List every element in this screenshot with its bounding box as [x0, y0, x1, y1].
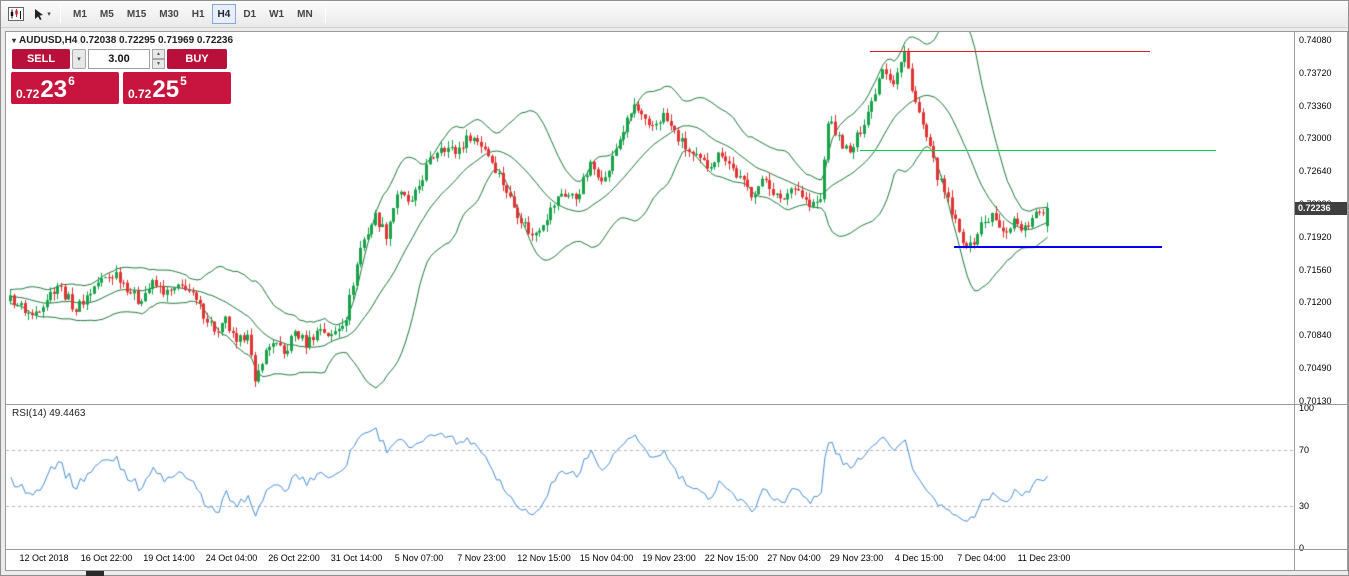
ask-prefix: 0.72 [128, 87, 152, 101]
bid-prefix: 0.72 [16, 87, 40, 101]
time-axis-label: 15 Nov 04:00 [579, 553, 634, 563]
price-axis-label: 0.71200 [1299, 297, 1332, 308]
time-axis-label: 19 Nov 23:00 [642, 553, 696, 563]
current-price-tag: 0.72236 [1295, 201, 1347, 215]
rsi-indicator-label: RSI(14) 49.4463 [12, 408, 86, 419]
buy-button[interactable]: BUY [167, 49, 227, 69]
volume-down-button[interactable]: ▼ [152, 59, 165, 69]
rsi-axis-label: 30 [1299, 501, 1310, 511]
one-click-collapse-icon[interactable]: ▾ [12, 36, 17, 45]
panel-divider[interactable] [6, 404, 1347, 405]
time-axis-divider [6, 549, 1347, 550]
ask-pipette: 5 [180, 74, 187, 88]
time-axis-label: 12 Oct 2018 [19, 553, 69, 563]
chart-canvas[interactable] [6, 32, 1347, 570]
ask-price-display[interactable]: 0.72 25 5 [123, 72, 231, 104]
volume-input[interactable]: 3.00 [88, 49, 150, 69]
sell-button[interactable]: SELL [12, 49, 70, 69]
toolbar-separator [60, 5, 61, 23]
time-axis-label: 4 Dec 15:00 [894, 553, 944, 563]
time-axis-label: 31 Oct 14:00 [330, 553, 383, 563]
candlestick-chart-icon [8, 7, 24, 21]
chart-icon-button[interactable] [4, 3, 28, 25]
time-axis-label: 24 Oct 04:00 [205, 553, 258, 563]
ohlc-readout: ▾ AUDUSD,H4 0.72038 0.72295 0.71969 0.72… [12, 35, 233, 46]
timeframe-H1[interactable]: H1 [186, 4, 211, 24]
timeframe-H4[interactable]: H4 [211, 4, 237, 24]
price-axis-label: 0.71560 [1299, 264, 1332, 275]
price-axis-label: 0.72640 [1299, 166, 1332, 177]
price-axis-label: 0.73720 [1299, 67, 1332, 78]
time-axis-label: 19 Oct 14:00 [143, 553, 195, 563]
ask-big-digits: 25 [152, 76, 180, 104]
chevron-down-icon: ▾ [47, 11, 51, 18]
resistance-red-line[interactable] [870, 51, 1150, 53]
price-axis-label: 0.70130 [1299, 395, 1332, 406]
timeframe-M1[interactable]: M1 [67, 4, 93, 24]
toolbar-separator [324, 5, 326, 23]
time-axis-label: 29 Nov 23:00 [829, 553, 884, 563]
time-axis-label: 22 Nov 15:00 [704, 553, 759, 563]
bid-big-digits: 23 [40, 76, 68, 104]
time-axis-label: 11 Dec 23:00 [1017, 553, 1071, 563]
timeframe-M5[interactable]: M5 [94, 4, 120, 24]
price-axis-label: 0.73360 [1299, 100, 1332, 111]
bid-pipette: 6 [68, 74, 75, 88]
support-blue-line[interactable] [954, 245, 1162, 248]
timeframe-W1[interactable]: W1 [263, 4, 290, 24]
time-axis-label: 26 Oct 22:00 [268, 553, 320, 563]
price-axis-label: 0.70840 [1299, 330, 1332, 341]
timeframe-M30[interactable]: M30 [153, 4, 184, 24]
timeframe-D1[interactable]: D1 [237, 4, 262, 24]
cursor-icon [35, 8, 44, 20]
chart-scrollbar-thumb[interactable] [86, 571, 104, 576]
resistance-green-line[interactable] [860, 149, 1216, 151]
volume-up-button[interactable]: ▲ [152, 49, 165, 59]
timeframe-group: M1 M5 M15 M30 H1 H4 D1 W1 MN [67, 4, 319, 24]
volume-dropdown-button[interactable]: ▾ [72, 49, 86, 69]
timeframe-MN[interactable]: MN [291, 4, 319, 24]
time-axis-label: 27 Nov 04:00 [767, 553, 821, 563]
timeframe-M15[interactable]: M15 [121, 4, 152, 24]
price-axis-label: 0.73000 [1299, 133, 1332, 144]
ohlc-text: AUDUSD,H4 0.72038 0.72295 0.71969 0.7223… [19, 35, 234, 46]
time-axis-label: 12 Nov 15:00 [517, 553, 571, 563]
time-axis-label: 16 Oct 22:00 [80, 553, 133, 563]
time-axis-label: 5 Nov 07:00 [394, 553, 444, 563]
rsi-axis-label: 0 [1299, 543, 1305, 553]
crosshair-tool-button[interactable]: ▾ [30, 3, 54, 25]
chart-area: ▾ AUDUSD,H4 0.72038 0.72295 0.71969 0.72… [5, 31, 1348, 571]
bid-price-display[interactable]: 0.72 23 6 [11, 72, 119, 104]
rsi-axis-label: 100 [1299, 403, 1315, 413]
toolbar: ▾ M1 M5 M15 M30 H1 H4 D1 W1 MN [1, 1, 1348, 28]
rsi-axis-label: 70 [1299, 445, 1310, 455]
price-axis-label: 0.71920 [1299, 231, 1332, 242]
price-axis-label: 0.74080 [1299, 35, 1332, 45]
time-axis-label: 7 Nov 23:00 [457, 553, 506, 563]
price-axis-label: 0.70490 [1299, 363, 1332, 373]
price-axis-border [1294, 32, 1295, 570]
time-axis-label: 7 Dec 04:00 [957, 553, 1006, 563]
volume-stepper: ▲ ▼ [152, 49, 165, 69]
one-click-trade-panel: SELL ▾ 3.00 ▲ ▼ BUY 0.72 23 6 0.72 25 5 [11, 49, 243, 107]
